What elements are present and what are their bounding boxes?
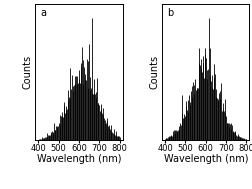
X-axis label: Wavelength (nm): Wavelength (nm) [37, 154, 121, 164]
Text: a: a [41, 8, 47, 18]
Y-axis label: Counts: Counts [22, 55, 33, 89]
X-axis label: Wavelength (nm): Wavelength (nm) [164, 154, 248, 164]
Y-axis label: Counts: Counts [149, 55, 159, 89]
Text: b: b [167, 8, 174, 18]
